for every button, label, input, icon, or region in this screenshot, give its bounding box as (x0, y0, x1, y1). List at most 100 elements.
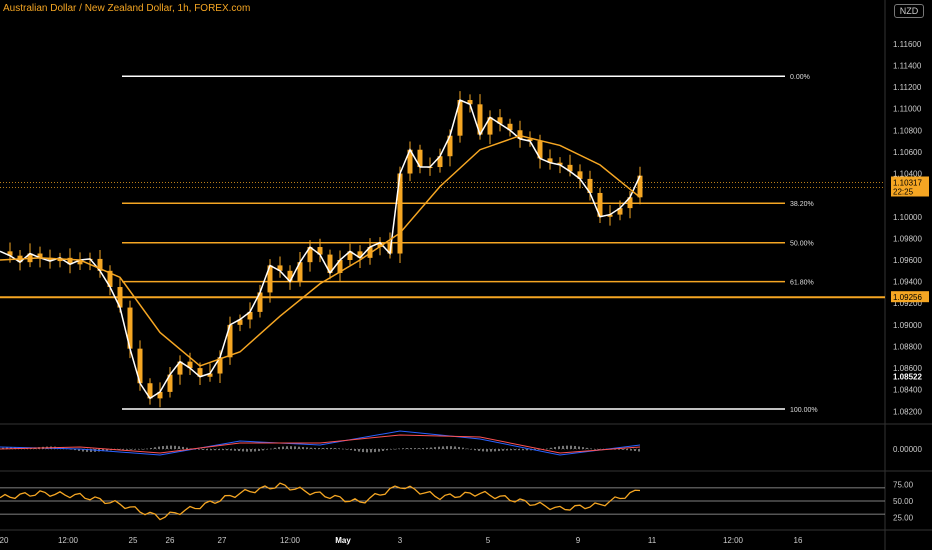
macd-histogram-bar (238, 449, 240, 452)
currency-badge[interactable]: NZD (894, 4, 924, 18)
fib-level-label: 38.20% (790, 201, 814, 208)
candle-body (327, 254, 333, 273)
current-price-tag: 1.10317 (893, 178, 922, 187)
macd-histogram-bar (130, 449, 132, 450)
macd-histogram-bar (170, 445, 172, 449)
fib-level-label: 0.00% (790, 74, 810, 81)
macd-histogram-bar (598, 449, 600, 450)
macd-histogram-bar (174, 445, 176, 449)
price-axis-tick: 1.09800 (893, 234, 922, 243)
price-axis-tick: 1.11600 (893, 40, 922, 49)
macd-histogram-bar (214, 449, 216, 451)
macd-histogram-bar (178, 446, 180, 449)
macd-histogram-bar (146, 448, 148, 450)
price-axis-tick: 1.10000 (893, 213, 922, 222)
candle-body (337, 260, 343, 273)
macd-histogram-bar (570, 445, 572, 449)
macd-histogram-bar (394, 448, 396, 450)
marked-price-label: 1.08522 (893, 373, 922, 382)
macd-histogram-bar (250, 449, 252, 452)
macd-histogram-bar (186, 447, 188, 449)
fast-moving-average (0, 98, 641, 400)
macd-histogram-bar (578, 446, 580, 449)
macd-histogram-bar (486, 449, 488, 452)
signal-line (0, 434, 641, 454)
price-axis-tick: 1.09200 (893, 299, 922, 308)
macd-histogram-bar (386, 449, 388, 451)
candle-body (537, 141, 543, 159)
price-axis-tick: 1.11000 (893, 105, 922, 114)
macd-histogram-bar (382, 449, 384, 451)
macd-histogram-bar (326, 447, 328, 449)
oscillator-axis-tick: 25.00 (893, 513, 914, 522)
support-price-tag: 1.09256 (893, 293, 922, 302)
candle-body (107, 270, 113, 288)
macd-histogram-bar (138, 449, 140, 450)
macd-histogram-bar (550, 447, 552, 449)
macd-histogram-bar (266, 449, 268, 450)
macd-histogram-bar (506, 449, 508, 451)
price-axis-tick: 1.09400 (893, 278, 922, 287)
macd-histogram-bar (374, 449, 376, 453)
macd-histogram-bar (310, 447, 312, 449)
macd-histogram-bar (150, 447, 152, 449)
candle-body (437, 156, 443, 168)
candle-body (577, 171, 583, 179)
macd-histogram-bar (482, 449, 484, 452)
macd-histogram-bar (302, 447, 304, 449)
macd-histogram-bar (626, 449, 628, 451)
macd-histogram-bar (218, 449, 220, 451)
candle-body (347, 251, 353, 260)
macd-histogram-bar (158, 446, 160, 449)
support-price-tag-bg (891, 291, 929, 303)
candle-body (397, 173, 403, 254)
macd-histogram-bar (334, 448, 336, 449)
macd-histogram-bar (406, 448, 408, 449)
time-axis-tick: 12:00 (58, 536, 79, 545)
price-axis-tick: 1.09000 (893, 321, 922, 330)
macd-histogram-bar (314, 447, 316, 449)
macd-histogram-bar (494, 449, 496, 452)
candle-body (357, 251, 363, 258)
macd-histogram-bar (554, 447, 556, 449)
macd-histogram-bar (126, 449, 128, 450)
macd-histogram-bar (254, 449, 256, 452)
macd-histogram-bar (422, 448, 424, 449)
macd-histogram-bar (82, 449, 84, 452)
macd-histogram-bar (142, 449, 144, 450)
macd-histogram-bar (434, 447, 436, 449)
candle-body (567, 164, 573, 172)
macd-histogram-bar (442, 446, 444, 449)
macd-histogram-bar (2, 447, 4, 449)
candle-body (197, 368, 203, 377)
macd-histogram-bar (378, 449, 380, 452)
time-axis-tick: 26 (166, 536, 175, 545)
time-axis-tick: 12:00 (280, 536, 301, 545)
macd-histogram-bar (246, 449, 248, 452)
fib-level-label: 100.00% (790, 407, 818, 414)
macd-histogram-bar (354, 449, 356, 451)
macd-histogram-bar (222, 449, 224, 451)
candle-body (127, 307, 133, 349)
macd-histogram-bar (162, 446, 164, 449)
macd-histogram-bar (446, 446, 448, 449)
candle-body (407, 149, 413, 174)
macd-histogram-bar (634, 449, 636, 452)
oscillator-axis-tick: 50.00 (893, 497, 914, 506)
time-axis-tick: 27 (218, 536, 227, 545)
macd-histogram-bar (330, 447, 332, 449)
macd-histogram-bar (290, 446, 292, 449)
macd-histogram-bar (414, 448, 416, 449)
macd-histogram-bar (166, 445, 168, 449)
macd-histogram-bar (206, 449, 208, 451)
macd-histogram-bar (78, 449, 80, 451)
fib-level-label: 50.00% (790, 241, 814, 248)
macd-histogram-bar (418, 448, 420, 449)
candle-body (47, 257, 53, 262)
macd-histogram-bar (346, 449, 348, 450)
macd-histogram-bar (182, 446, 184, 449)
time-axis-tick: 16 (794, 536, 803, 545)
time-axis-tick: May (335, 536, 351, 545)
macd-histogram-bar (274, 447, 276, 449)
